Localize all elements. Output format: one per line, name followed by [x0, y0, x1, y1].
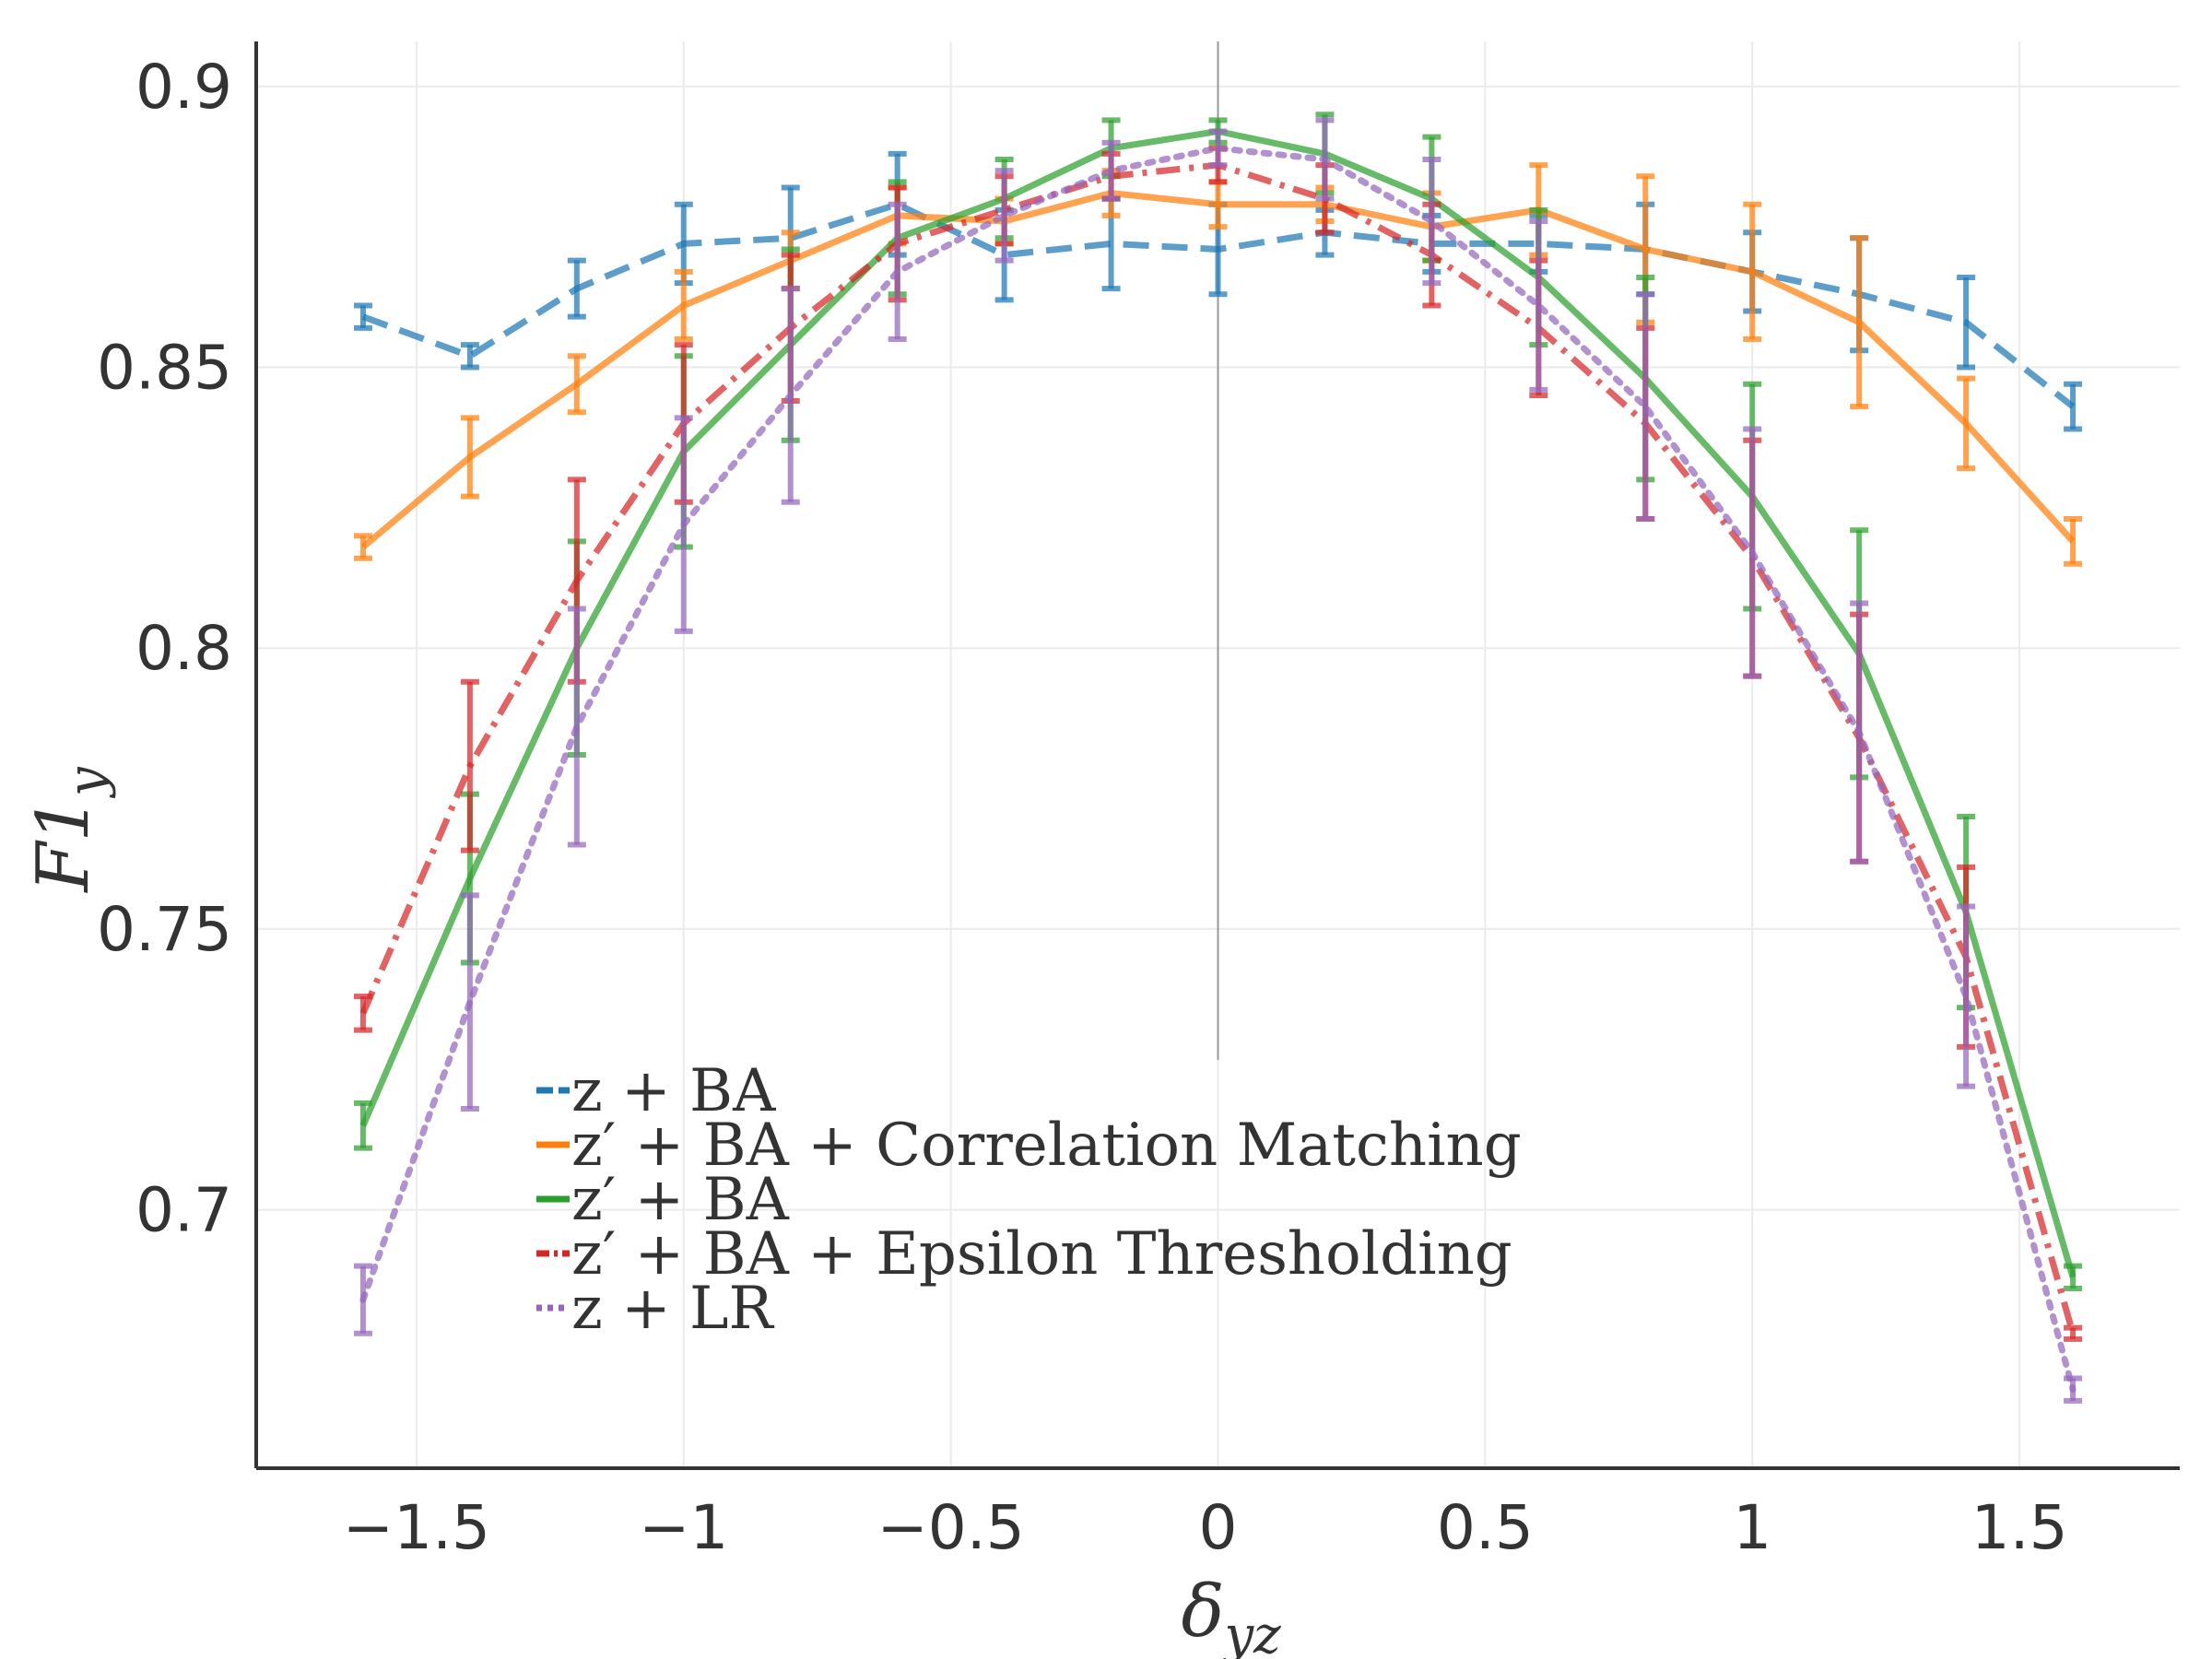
x-axis-title: δyz: [1182, 1571, 1282, 1659]
x-tick-label: 0.5: [1437, 1492, 1534, 1563]
x-tick-label: 1: [1733, 1492, 1771, 1563]
x-tick-label: −1: [639, 1492, 728, 1563]
y-axis-title: F1y: [22, 766, 117, 894]
series-line: [359, 145, 2077, 1394]
legend-label: z′ + BA: [571, 1166, 790, 1234]
x-tick-label: −0.5: [877, 1492, 1025, 1563]
x-tick-label: −1.5: [343, 1492, 490, 1563]
x-tick-labels: −1.5 −1 −0.5 0 0.5 1 1.5: [343, 1492, 2068, 1563]
series-layer: [353, 112, 2083, 1404]
series-line: [361, 201, 2076, 409]
y-tick-label: 0.85: [97, 332, 232, 403]
y-tick-label: 0.8: [135, 613, 232, 684]
y-tick-label: 0.75: [97, 894, 232, 965]
axes: [254, 41, 2180, 1470]
x-tick-label: 1.5: [1971, 1492, 2068, 1563]
x-tick-label: 0: [1199, 1492, 1238, 1563]
series-line: [360, 190, 2076, 550]
legend-label: z + LR: [571, 1275, 775, 1343]
legend-label: z′ + BA + Epsilon Thresholding: [571, 1220, 1512, 1288]
y-tick-label: 0.7: [135, 1175, 232, 1246]
y-tick-label: 0.9: [135, 52, 232, 123]
legend-label: z′ + BA + Correlation Matching: [571, 1112, 1522, 1180]
series: [353, 117, 2083, 1404]
legend-label: z + BA: [571, 1057, 776, 1125]
y-tick-labels: 0.7 0.75 0.8 0.85 0.9: [97, 52, 232, 1246]
